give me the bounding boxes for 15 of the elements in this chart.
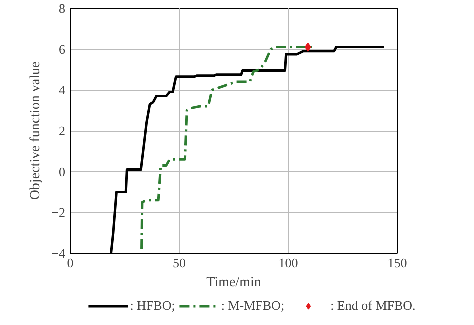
x-tick-label: 100	[278, 256, 298, 270]
legend-label: : End of MFBO.	[330, 298, 416, 314]
x-axis-title: Time/min	[206, 276, 262, 290]
y-tick-label: 2	[59, 124, 66, 138]
y-tick-label: −4	[52, 246, 66, 261]
x-tick-label: 50	[173, 256, 186, 270]
legend-label: : HFBO;	[130, 298, 176, 314]
legend-label: : M-MFBO;	[221, 298, 285, 314]
x-tick-label: 150	[388, 256, 408, 270]
y-axis-title: Objective function value	[28, 62, 44, 200]
y-tick-label: 0	[59, 164, 66, 180]
y-tick-label: −2	[52, 205, 66, 220]
y-tick-label: 4	[59, 82, 66, 98]
y-tick-label: 8	[59, 1, 66, 16]
y-tick-label: 6	[59, 42, 66, 57]
